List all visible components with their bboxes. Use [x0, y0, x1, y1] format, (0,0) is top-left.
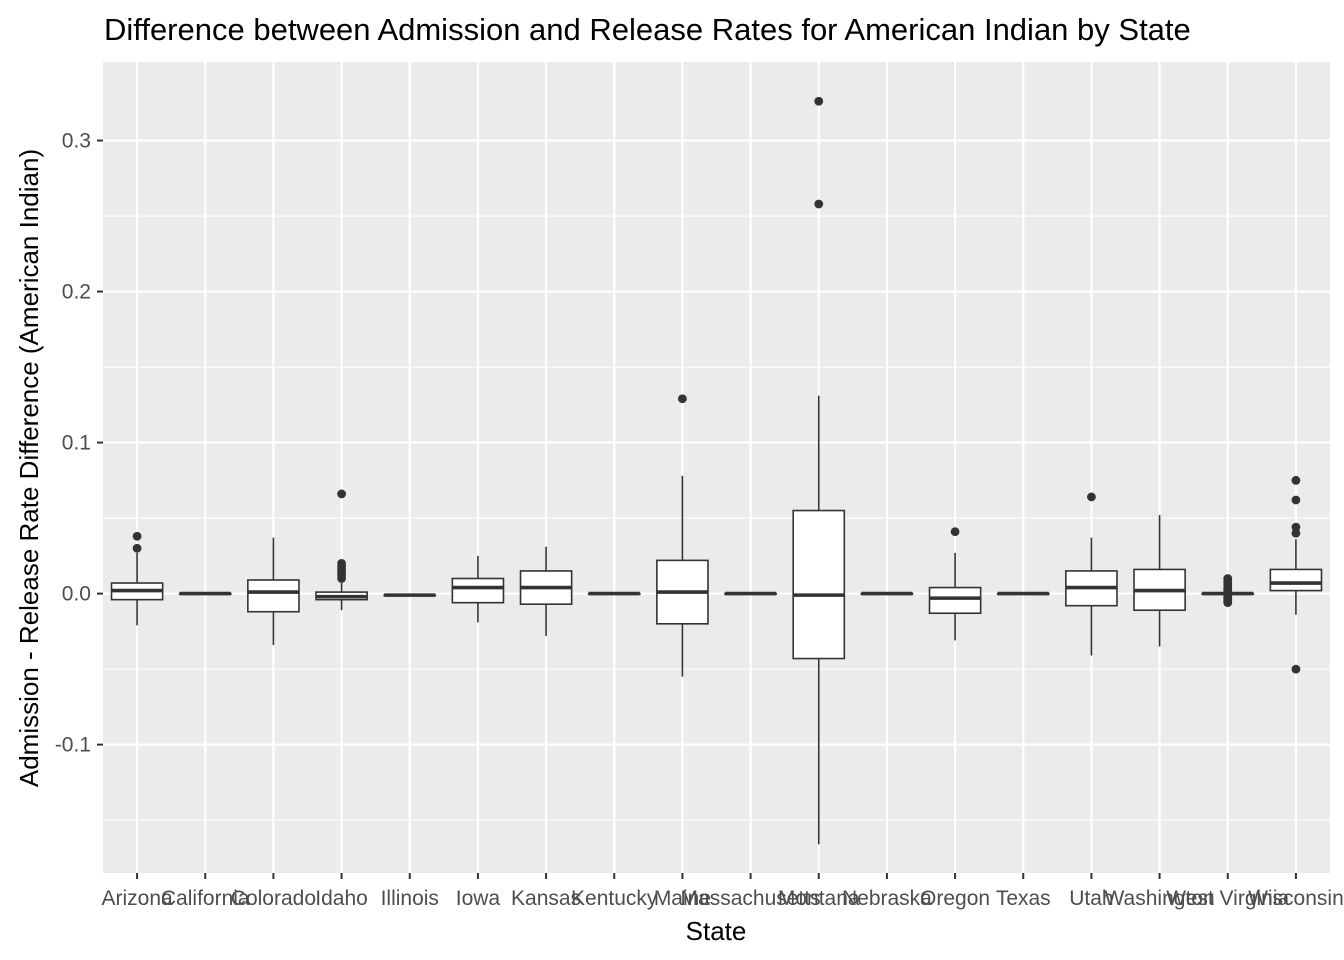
box-iqr — [247, 579, 300, 613]
outlier-point — [337, 574, 346, 583]
x-tick-label: Wisconsin — [1248, 887, 1344, 910]
x-tick-label: Washington — [1105, 887, 1215, 910]
box-wisconsin — [1269, 475, 1323, 674]
outlier-point — [950, 527, 960, 537]
chart-title: Difference between Admission and Release… — [104, 12, 1191, 47]
outlier-point — [132, 531, 142, 541]
y-tick-label: 0.0 — [62, 583, 91, 606]
outlier-point — [1223, 586, 1233, 595]
x-tick-label: Kansas — [511, 887, 581, 910]
grid-lines — [103, 62, 1330, 873]
box-kentucky — [587, 591, 641, 596]
outlier-point — [814, 96, 824, 106]
x-tick-label: Texas — [996, 887, 1051, 910]
x-tick-label: Utah — [1069, 887, 1113, 910]
outlier-point — [1291, 528, 1301, 538]
x-tick-label: Montana — [778, 887, 860, 910]
box-idaho — [315, 489, 368, 611]
box-colorado — [247, 537, 300, 645]
y-tick-label: 0.1 — [62, 432, 91, 455]
box-oregon — [928, 527, 982, 641]
box-kansas — [519, 546, 573, 636]
box-iqr — [1269, 568, 1323, 592]
x-tick-label: Colorado — [231, 887, 316, 910]
outlier-point — [132, 543, 142, 553]
box-texas — [996, 591, 1050, 596]
y-axis: -0.1 0.0 0.1 0.2 0.3 — [55, 130, 103, 757]
outlier-point — [1291, 664, 1301, 674]
box-arizona — [110, 531, 164, 626]
boxes-layer — [110, 96, 1323, 845]
outlier-point — [1087, 492, 1096, 502]
x-tick-label: Nebraska — [842, 887, 932, 910]
plot-panel — [103, 62, 1330, 873]
box-illinois — [383, 593, 437, 597]
outlier-point — [1291, 475, 1301, 485]
outlier-point — [1291, 495, 1301, 505]
x-tick-label: Arizona — [101, 887, 173, 910]
y-axis-title: Admission - Release Rate Difference (Ame… — [14, 149, 44, 787]
box-iowa — [451, 555, 505, 623]
x-tick-label: Oregon — [920, 887, 990, 910]
y-tick-label: 0.2 — [62, 281, 91, 304]
box-california — [178, 591, 232, 596]
outlier-point — [678, 394, 687, 404]
x-tick-label: Iowa — [456, 887, 501, 910]
box-west-virginia — [1201, 574, 1255, 608]
box-montana — [792, 96, 846, 845]
outlier-point — [1291, 522, 1301, 532]
x-tick-label: California — [161, 887, 250, 910]
box-iqr — [451, 577, 505, 604]
box-utah — [1065, 492, 1118, 656]
x-tick-label: Maine — [654, 887, 711, 910]
x-tick-label: Massachusetts — [681, 887, 821, 910]
y-tick-label: -0.1 — [55, 734, 91, 757]
x-tick-label: West Virginia — [1166, 887, 1289, 910]
box-iqr — [928, 586, 982, 615]
outlier-point — [1223, 598, 1233, 608]
box-iqr — [792, 509, 846, 660]
outlier-point — [337, 489, 346, 499]
box-maine — [656, 394, 709, 677]
y-tick-label: 0.3 — [62, 130, 91, 153]
x-tick-label: Idaho — [315, 887, 368, 910]
box-washington — [1133, 515, 1186, 647]
outlier-point — [814, 199, 824, 209]
x-axis-title: State — [686, 916, 747, 946]
x-tick-label: Illinois — [381, 887, 439, 910]
x-tick-label: Kentucky — [571, 887, 658, 910]
box-massachusetts — [724, 591, 777, 596]
box-nebraska — [860, 591, 914, 596]
